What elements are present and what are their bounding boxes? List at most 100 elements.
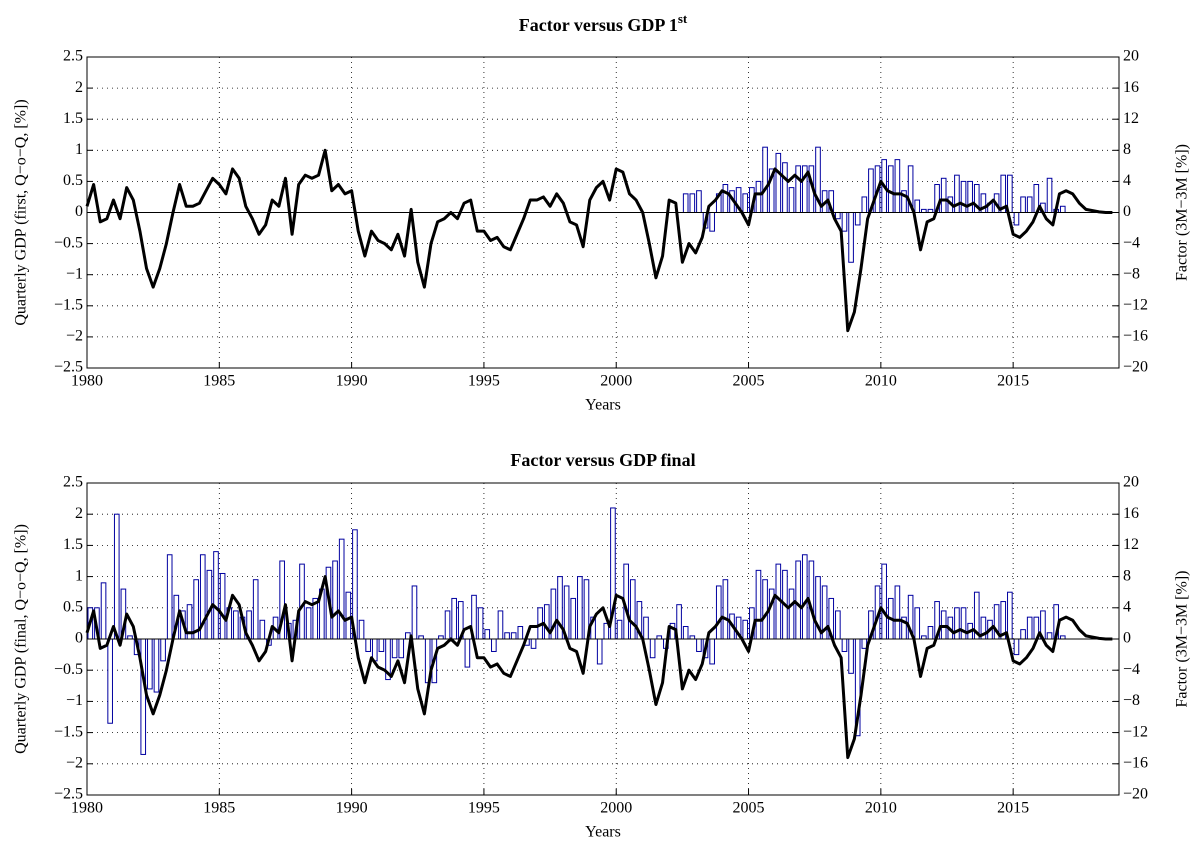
x-tick-label: 1985 <box>203 373 235 390</box>
bar <box>219 572 226 640</box>
bar <box>762 579 768 640</box>
y2-tick-label: 16 <box>1123 505 1139 522</box>
y2-tick-label: −8 <box>1123 692 1140 709</box>
bar <box>689 193 696 213</box>
bar <box>835 212 841 220</box>
bar <box>835 610 841 640</box>
x-tick-label: 1995 <box>468 800 500 817</box>
bar <box>570 597 577 640</box>
bar <box>1026 616 1033 640</box>
y2-tick-label: 16 <box>1123 79 1139 96</box>
bar <box>1046 632 1053 640</box>
y-tick-label: 0 <box>75 630 83 647</box>
y-tick-label: −1.5 <box>54 296 83 313</box>
y-tick-label: 2 <box>75 505 83 522</box>
bar <box>782 162 788 214</box>
bar <box>914 607 921 640</box>
bar <box>927 626 934 640</box>
y-tick-label: 0 <box>75 203 83 220</box>
bar <box>788 187 795 213</box>
bar <box>722 579 729 640</box>
plot-frame <box>86 56 1120 369</box>
bar <box>960 607 967 640</box>
x-tick-label: 2010 <box>865 800 897 817</box>
bar <box>894 585 901 640</box>
y2-tick-label: −8 <box>1123 265 1140 282</box>
bar <box>841 212 848 232</box>
bar <box>113 513 120 640</box>
y2-axis-label: Factor (3M−3M [%]) <box>1174 571 1191 708</box>
bar <box>801 554 808 640</box>
x-tick-label: 1980 <box>71 800 103 817</box>
chart-title: Factor versus GDP final <box>510 450 695 470</box>
bar <box>762 146 768 213</box>
y2-tick-label: −20 <box>1123 359 1148 376</box>
bar <box>305 607 312 640</box>
bar <box>854 212 861 226</box>
bar <box>510 632 517 640</box>
bar <box>841 638 848 652</box>
bar <box>960 180 967 213</box>
bar <box>358 619 365 640</box>
bar <box>682 626 689 640</box>
bar <box>1020 629 1026 640</box>
y-tick-label: −1 <box>66 265 83 282</box>
bar <box>345 591 352 640</box>
y-tick-label: −2 <box>66 754 83 771</box>
bar <box>1013 212 1020 226</box>
bar <box>722 184 729 213</box>
bar <box>742 619 749 640</box>
title-superscript: st <box>678 11 688 26</box>
x-tick-label: 2000 <box>600 800 632 817</box>
y-tick-label: −2.5 <box>54 359 83 376</box>
x-tick-label: 2000 <box>600 373 632 390</box>
bar <box>378 638 385 652</box>
bar <box>848 638 854 674</box>
bar <box>696 190 702 213</box>
bar <box>166 554 173 640</box>
bar <box>696 638 702 652</box>
y2-tick-label: 8 <box>1123 141 1131 158</box>
y-tick-label: 2.5 <box>63 48 83 65</box>
y-axis-label: Quarterly GDP (first, Q−o−Q, [%]) <box>13 99 30 325</box>
bar <box>1059 205 1066 213</box>
bar <box>1013 638 1020 656</box>
y2-tick-label: 8 <box>1123 567 1131 584</box>
bar <box>252 579 259 640</box>
y-tick-label: 1 <box>75 141 83 158</box>
bar <box>491 638 497 652</box>
bar <box>795 560 801 640</box>
y2-tick-label: 20 <box>1123 474 1139 491</box>
x-tick-label: 2005 <box>733 800 765 817</box>
x-axis-label: Years <box>585 397 621 414</box>
y-tick-label: 1 <box>75 567 83 584</box>
y-tick-label: 0.5 <box>63 172 83 189</box>
bar <box>497 610 504 640</box>
y2-tick-label: 4 <box>1123 172 1131 189</box>
bar <box>709 212 715 232</box>
bar <box>682 193 689 213</box>
bar <box>755 569 762 640</box>
bar <box>1007 591 1013 640</box>
bar <box>411 585 418 640</box>
bar <box>365 638 371 652</box>
y2-tick-label: −16 <box>1123 754 1148 771</box>
bar <box>464 638 471 668</box>
bar <box>391 638 398 659</box>
y2-tick-label: 4 <box>1123 598 1131 615</box>
bar <box>338 538 345 640</box>
bar <box>504 632 510 640</box>
bar <box>517 626 524 640</box>
bar <box>160 638 166 662</box>
bar <box>100 582 107 640</box>
bar <box>147 638 153 690</box>
y-axis-label: Quarterly GDP (final, Q−o−Q, [%]) <box>13 524 30 754</box>
plot-frame <box>86 482 1120 796</box>
bar <box>742 193 749 213</box>
bar <box>543 604 550 640</box>
y-tick-label: −0.5 <box>54 661 83 678</box>
bar <box>861 196 868 213</box>
y-tick-label: 1.5 <box>63 536 83 553</box>
